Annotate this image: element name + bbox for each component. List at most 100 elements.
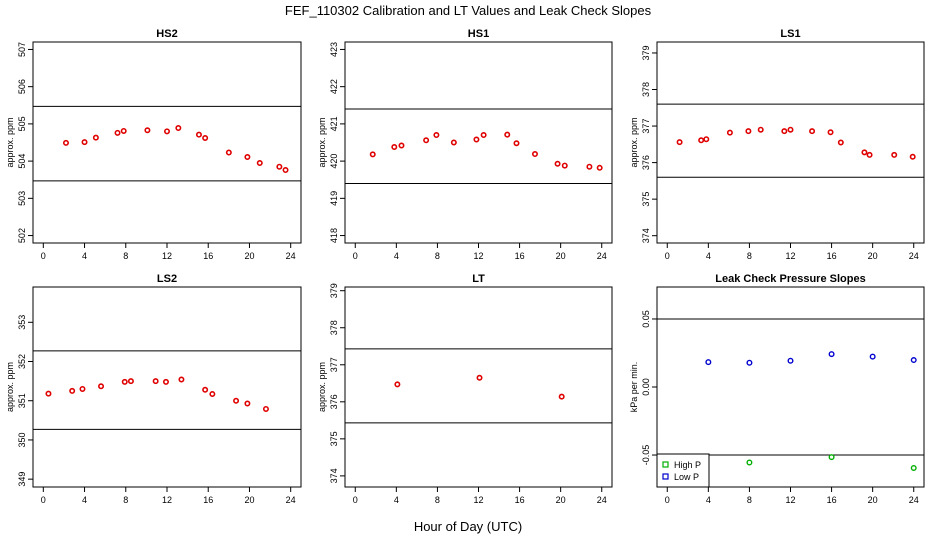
y-axis-label: approx. ppm (5, 117, 15, 167)
x-tick-label: 16 (827, 251, 837, 261)
x-tick-label: 24 (597, 495, 607, 505)
data-point (476, 374, 483, 381)
y-tick-label: 375 (641, 192, 651, 207)
figure-title: FEF_110302 Calibration and LT Values and… (285, 3, 652, 18)
x-tick-label: 12 (162, 251, 172, 261)
data-point (586, 163, 593, 170)
data-point (676, 139, 683, 146)
y-tick-label: 377 (329, 357, 339, 372)
data-point (433, 132, 440, 139)
data-point (45, 390, 52, 397)
y-tick-label: 374 (329, 468, 339, 483)
panel-4: LS2 0 4 8 12 16 20 24 349 350 351 352 353 approx. ppm (5, 273, 302, 505)
x-tick-label: 0 (353, 495, 358, 505)
x-tick-label: 20 (556, 251, 566, 261)
data-point (391, 143, 398, 150)
y-tick-label: 423 (329, 42, 339, 57)
plot-frame (656, 41, 925, 244)
x-tick-label: 4 (706, 251, 711, 261)
y-axis-label: approx. ppm (5, 362, 15, 412)
data-point (209, 391, 216, 398)
y-tick-label: 422 (329, 79, 339, 94)
x-tick-label: 24 (909, 495, 919, 505)
y-tick-label: 421 (329, 116, 339, 131)
x-tick-label: 16 (203, 495, 213, 505)
panel-title: HS2 (156, 28, 177, 40)
data-point (144, 127, 151, 134)
x-tick-label: 16 (515, 495, 525, 505)
y-tick-label: 351 (17, 393, 27, 408)
data-point (781, 128, 788, 135)
y-tick-label: 0.00 (641, 378, 651, 396)
y-tick-label: 352 (17, 354, 27, 369)
x-tick-label: 4 (82, 495, 87, 505)
plot-frame (32, 41, 302, 244)
x-tick-label: 12 (162, 495, 172, 505)
y-tick-label: 353 (17, 315, 27, 330)
data-point (178, 376, 185, 383)
panel-6: Leak Check Pressure Slopes 0 4 8 12 16 20 24 -0.… (629, 273, 925, 505)
data-point (202, 135, 209, 142)
y-tick-label: 0.05 (641, 310, 651, 328)
data-point (276, 163, 283, 170)
y-tick-label: 376 (329, 394, 339, 409)
x-tick-label: 20 (244, 251, 254, 261)
data-point (910, 464, 917, 471)
y-tick-label: 377 (641, 119, 651, 134)
data-point (746, 359, 753, 366)
data-point (561, 162, 568, 169)
y-tick-label: 506 (17, 79, 27, 94)
y-tick-label: 374 (641, 228, 651, 243)
data-point (195, 131, 202, 138)
y-tick-label: 379 (329, 283, 339, 298)
x-tick-label: 12 (785, 495, 795, 505)
x-tick-label: 24 (286, 251, 296, 261)
x-tick-label: 4 (394, 495, 399, 505)
data-point (152, 378, 159, 385)
data-point (558, 393, 565, 400)
data-point (69, 387, 76, 394)
x-tick-label: 8 (747, 495, 752, 505)
y-tick-label: 418 (329, 228, 339, 243)
y-tick-label: 376 (641, 155, 651, 170)
data-point (596, 164, 603, 171)
x-tick-label: 20 (556, 495, 566, 505)
x-tick-label: 0 (41, 495, 46, 505)
panels: HS2 0 4 8 12 16 20 24 502 503 504 505 506 507 approx. … (5, 28, 925, 505)
panel-2: HS1 0 4 8 12 16 20 24 418 419 420 421 422 423 approx. … (317, 28, 613, 261)
y-tick-label: 378 (641, 82, 651, 97)
data-point (827, 129, 834, 136)
y-axis-label: approx. ppm (629, 117, 639, 167)
data-point (450, 139, 457, 146)
x-tick-label: 8 (123, 495, 128, 505)
x-tick-label: 8 (747, 251, 752, 261)
y-axis-label: kPa per min. (629, 362, 639, 413)
data-point (891, 151, 898, 158)
data-point (81, 139, 88, 146)
x-tick-label: 12 (473, 251, 483, 261)
data-point (909, 153, 916, 160)
y-tick-label: 507 (17, 42, 27, 57)
data-point (531, 151, 538, 158)
data-point (79, 385, 86, 392)
data-point (869, 353, 876, 360)
panel-title: LS2 (157, 273, 177, 285)
data-point (480, 132, 487, 139)
data-point (703, 136, 710, 143)
x-tick-label: 20 (244, 495, 254, 505)
plot-frame (32, 286, 302, 488)
x-tick-label: 8 (435, 495, 440, 505)
panel-title: Leak Check Pressure Slopes (715, 273, 865, 285)
data-point (473, 136, 480, 143)
panel-1: HS2 0 4 8 12 16 20 24 502 503 504 505 506 507 approx. … (5, 28, 302, 261)
data-point (114, 129, 121, 136)
data-point (726, 129, 733, 136)
y-tick-label: 379 (641, 45, 651, 60)
data-point (837, 139, 844, 146)
panel-title: LS1 (780, 28, 800, 40)
x-tick-label: 0 (665, 251, 670, 261)
x-tick-label: 8 (435, 251, 440, 261)
x-tick-label: 4 (706, 495, 711, 505)
data-point (120, 127, 127, 134)
data-point (398, 142, 405, 149)
